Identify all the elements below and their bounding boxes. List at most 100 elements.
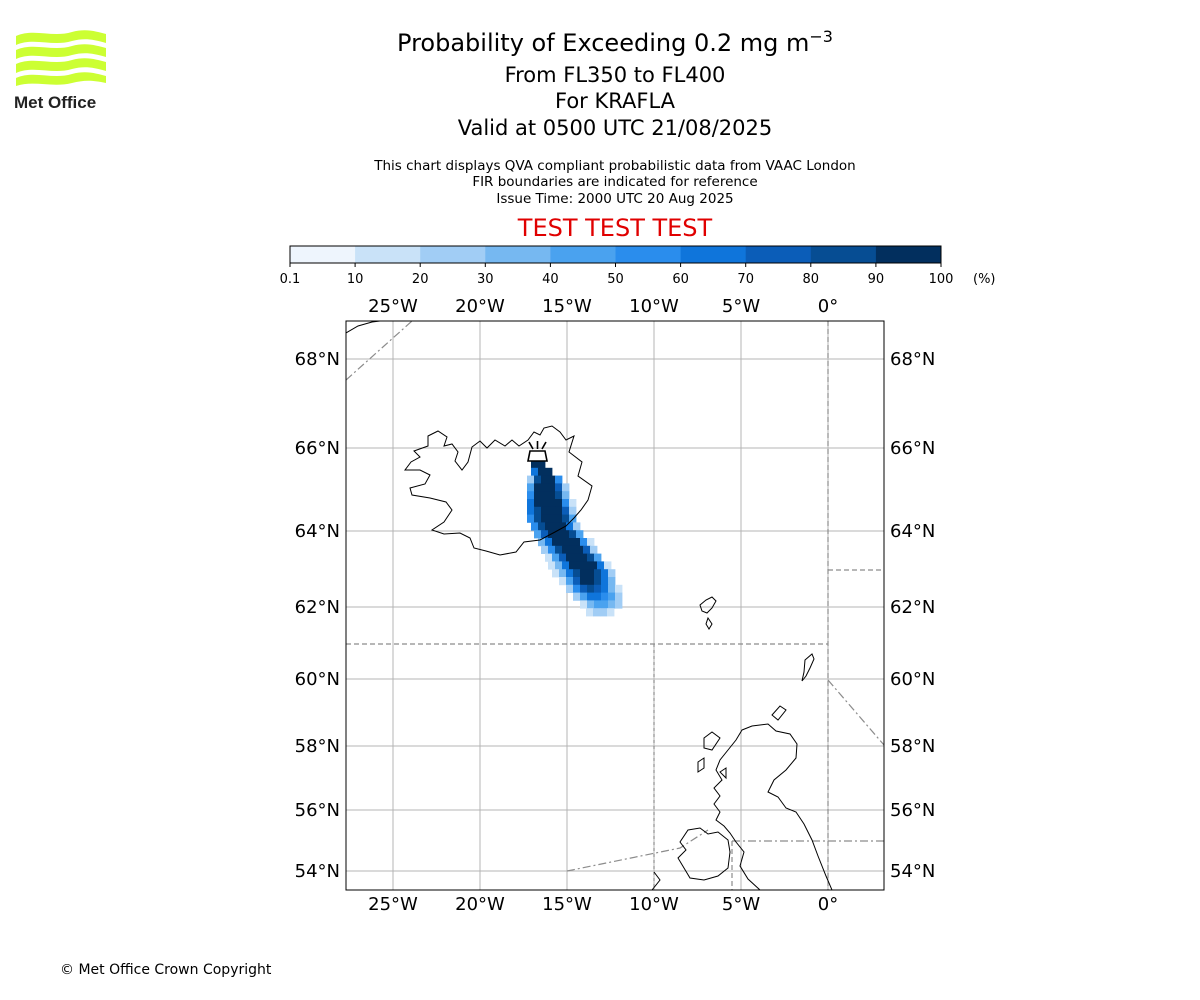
plume-cell: [587, 553, 595, 562]
plume-cell: [534, 530, 542, 539]
plume-cell: [593, 608, 601, 617]
lon-label-bottom: 0°: [818, 894, 838, 915]
lat-label-left: 54°N: [295, 861, 340, 882]
plume-cell: [527, 483, 535, 492]
lat-label-left: 66°N: [295, 438, 340, 459]
plume-cell: [580, 577, 588, 586]
flight-level-range: From FL350 to FL400: [504, 63, 726, 87]
plume-cell: [548, 545, 556, 554]
colorbar-tick-label: 60: [672, 272, 689, 287]
plume-cell: [562, 499, 570, 508]
plume-cell: [601, 600, 609, 609]
plume-cell: [538, 538, 546, 547]
plume-cell: [545, 467, 553, 476]
plume-cell: [555, 475, 563, 484]
plume-cell: [573, 522, 581, 531]
colorbar-tick-label: 20: [412, 272, 429, 287]
plume-cell: [583, 561, 591, 570]
plume-cell: [541, 499, 549, 508]
colorbar-swatch: [680, 246, 747, 263]
plume-cell: [559, 538, 567, 547]
colorbar-tick-label: 10: [347, 272, 364, 287]
lon-label-bottom: 15°W: [542, 894, 592, 915]
lat-label-right: 66°N: [890, 438, 935, 459]
lat-label-right: 54°N: [890, 861, 935, 882]
plume-cell: [601, 577, 609, 586]
plume-cell: [562, 530, 570, 539]
plume-cell: [587, 577, 595, 586]
plume-cell: [559, 553, 567, 562]
plume-cell: [569, 561, 577, 570]
plume-cell: [566, 584, 574, 593]
ireland-coast: [677, 827, 731, 881]
plume-cell: [587, 569, 595, 578]
plume-cell: [590, 545, 598, 554]
plume-cell: [541, 475, 549, 484]
fir-note: FIR boundaries are indicated for referen…: [472, 174, 758, 190]
volcano-icon: [527, 441, 548, 462]
plume-cell: [587, 592, 595, 601]
plume-cell: [538, 522, 546, 531]
colorbar-swatch: [420, 246, 486, 263]
britain-coast: [713, 723, 833, 890]
plume-cell: [608, 592, 616, 601]
plume-cell: [594, 553, 602, 562]
lon-label-bottom: 5°W: [722, 894, 760, 915]
plume-cell: [594, 592, 602, 601]
plume-cell: [604, 561, 612, 570]
colorbar-tick-label: 50: [607, 272, 624, 287]
plume-cell: [559, 569, 567, 578]
plume-cell: [608, 569, 616, 578]
plume-cell: [534, 514, 542, 523]
lat-label-right: 56°N: [890, 800, 935, 821]
colorbar-swatch: [810, 246, 877, 263]
plume-cell: [586, 608, 594, 617]
lon-label-top: 0°: [818, 296, 838, 317]
plume-cell: [559, 522, 567, 531]
probability-colorbar: 0.1 10 20 30 40 50 60 70 80 90 100 (%): [280, 245, 996, 287]
plume-cell: [566, 538, 574, 547]
lat-label-right: 64°N: [890, 521, 935, 542]
plume-cell: [548, 514, 556, 523]
lat-label-left: 68°N: [295, 349, 340, 370]
plume-cell: [541, 545, 549, 554]
plume-cell: [569, 545, 577, 554]
title-exponent: −3: [809, 27, 833, 46]
plume-cell: [541, 491, 549, 500]
chart-description: This chart displays QVA compliant probab…: [374, 158, 856, 174]
plume-cell: [538, 460, 546, 469]
plume-cell: [615, 592, 623, 601]
colorbar-tick-label: 0.1: [280, 272, 301, 287]
plume-cell: [576, 530, 584, 539]
plume-cell: [548, 475, 556, 484]
plume-cell: [562, 545, 570, 554]
lat-label-right: 58°N: [890, 736, 935, 757]
met-office-logo: Met Office: [14, 30, 106, 112]
issue-time: Issue Time: 2000 UTC 20 Aug 2025: [496, 191, 734, 207]
plume-cell: [538, 467, 546, 476]
plume-cell: [559, 577, 567, 586]
plume-cell: [527, 514, 535, 523]
lon-label-bottom: 25°W: [368, 894, 418, 915]
plume-cell: [580, 600, 588, 609]
plume-cell: [569, 506, 577, 515]
lon-label-bottom: 20°W: [455, 894, 505, 915]
lat-label-left: 64°N: [295, 521, 340, 542]
plume-cell: [531, 522, 539, 531]
plume-cell: [548, 483, 556, 492]
colorbar-tick-label: 80: [803, 272, 820, 287]
lat-label-left: 56°N: [295, 800, 340, 821]
colorbar-tick-label: 70: [737, 272, 754, 287]
plume-cell: [594, 584, 602, 593]
plume-cell: [548, 499, 556, 508]
plume-cell: [555, 545, 563, 554]
lat-label-left: 60°N: [295, 669, 340, 690]
plume-cell: [580, 538, 588, 547]
colorbar-tick-label: 90: [868, 272, 885, 287]
plume-cell: [562, 491, 570, 500]
plume-cell: [566, 553, 574, 562]
plume-cell: [534, 491, 542, 500]
colorbar-swatch: [875, 246, 942, 263]
plume-cell: [587, 584, 595, 593]
plume-cell: [594, 577, 602, 586]
